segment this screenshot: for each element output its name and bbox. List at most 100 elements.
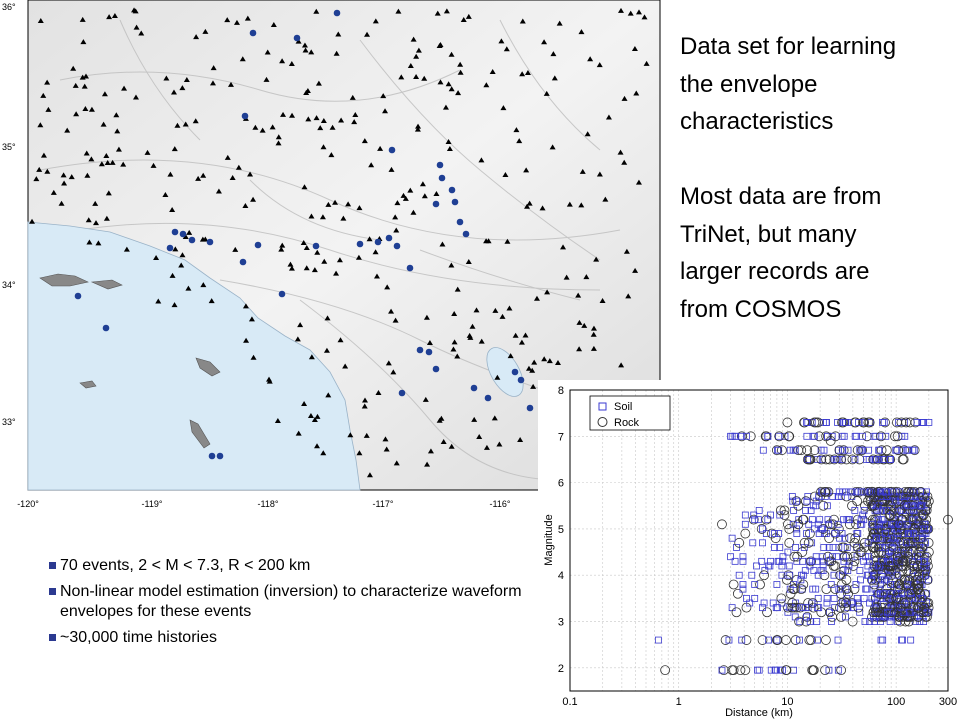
station-triangle-icon: [496, 441, 503, 447]
station-triangle-icon: [361, 403, 368, 409]
soil-point: [812, 497, 820, 505]
soil-point: [834, 493, 842, 500]
soil-point: [852, 581, 860, 588]
rock-point: [728, 579, 739, 590]
station-triangle-icon: [301, 184, 308, 190]
soil-point: [750, 511, 758, 519]
soil-point: [795, 516, 803, 524]
station-triangle-icon: [596, 171, 603, 177]
soil-point: [807, 507, 815, 514]
soil-point: [856, 520, 864, 528]
rock-point: [734, 537, 745, 548]
station-triangle-icon: [229, 175, 236, 181]
rock-point: [851, 486, 862, 497]
event-dot: [432, 365, 440, 373]
station-triangle-icon: [549, 144, 556, 150]
station-triangle-icon: [372, 249, 379, 255]
soil-point: [829, 544, 837, 551]
rock-point: [923, 561, 933, 571]
rock-point: [821, 454, 832, 465]
soil-point: [873, 502, 881, 510]
station-triangle-icon: [422, 396, 429, 402]
rock-point: [858, 417, 868, 428]
y-tick-labels: 2 3 4 5 6 7 8: [558, 385, 564, 675]
rock-point: [732, 588, 743, 599]
rock-point: [824, 454, 835, 465]
event-dot: [74, 292, 82, 300]
rock-point: [781, 665, 792, 676]
station-triangle-icon: [303, 265, 310, 271]
rock-point: [886, 486, 897, 497]
event-dot: [239, 258, 247, 266]
station-triangle-icon: [104, 160, 111, 166]
station-triangle-icon: [394, 200, 401, 206]
station-triangle-icon: [182, 121, 189, 127]
station-triangle-icon: [279, 58, 286, 64]
soil-point: [731, 432, 739, 440]
x-tick-labels: 0.1 1 10 100 300: [562, 696, 957, 708]
station-triangle-icon: [524, 70, 531, 76]
station-triangle-icon: [242, 203, 249, 209]
event-dot: [438, 174, 446, 182]
soil-point: [856, 446, 864, 454]
rock-point: [877, 496, 888, 507]
soil-point: [812, 502, 820, 510]
y-axis-label: Magnitude: [543, 514, 555, 565]
station-triangle-icon: [150, 162, 157, 168]
soil-point: [825, 544, 833, 551]
station-triangle-icon: [210, 65, 217, 71]
station-triangle-icon: [382, 108, 389, 114]
soil-point: [741, 520, 749, 528]
station-triangle-icon: [244, 15, 251, 21]
station-triangle-icon: [424, 461, 431, 467]
soil-point: [883, 608, 891, 616]
soil-point: [755, 507, 763, 514]
rock-point: [877, 598, 888, 608]
station-triangle-icon: [193, 34, 200, 40]
soil-point: [854, 599, 862, 607]
soil-point: [823, 594, 831, 602]
event-dot: [406, 264, 414, 272]
soil-point: [771, 530, 778, 537]
station-triangle-icon: [321, 258, 328, 264]
rock-point: [895, 616, 906, 627]
rock-point: [836, 665, 847, 676]
station-triangle-icon: [581, 322, 588, 328]
soil-point: [904, 502, 912, 510]
soil-point: [731, 557, 739, 565]
soil-point: [727, 553, 734, 561]
soil-point: [739, 581, 747, 588]
station-triangle-icon: [522, 332, 529, 338]
station-triangle-icon: [275, 134, 282, 140]
rock-point: [873, 454, 883, 465]
soil-point: [790, 581, 798, 588]
rock-point: [898, 537, 909, 548]
soil-point: [810, 567, 818, 575]
rock-point: [787, 598, 798, 608]
lon-label: -120°: [17, 499, 39, 509]
y-tick-label: 4: [558, 570, 564, 582]
station-triangle-icon: [544, 289, 551, 295]
event-dot: [393, 242, 401, 250]
rock-point: [736, 431, 747, 442]
soil-point: [823, 502, 831, 510]
station-markers: [29, 7, 650, 480]
rock-point: [795, 602, 806, 613]
station-triangle-icon: [465, 13, 472, 19]
rock-point: [804, 635, 815, 645]
station-triangle-icon: [623, 248, 630, 254]
rock-point: [779, 505, 790, 516]
station-triangle-icon: [308, 213, 315, 219]
station-triangle-icon: [352, 112, 359, 118]
soil-point: [771, 544, 778, 551]
soil-point: [823, 599, 831, 607]
rock-point: [909, 584, 920, 595]
station-triangle-icon: [366, 236, 373, 242]
rock-point: [776, 593, 787, 604]
rock-point: [859, 537, 870, 548]
station-triangle-icon: [250, 196, 257, 202]
station-triangle-icon: [138, 30, 145, 36]
station-triangle-icon: [590, 325, 597, 331]
soil-point: [776, 544, 784, 551]
rock-point: [922, 491, 933, 502]
